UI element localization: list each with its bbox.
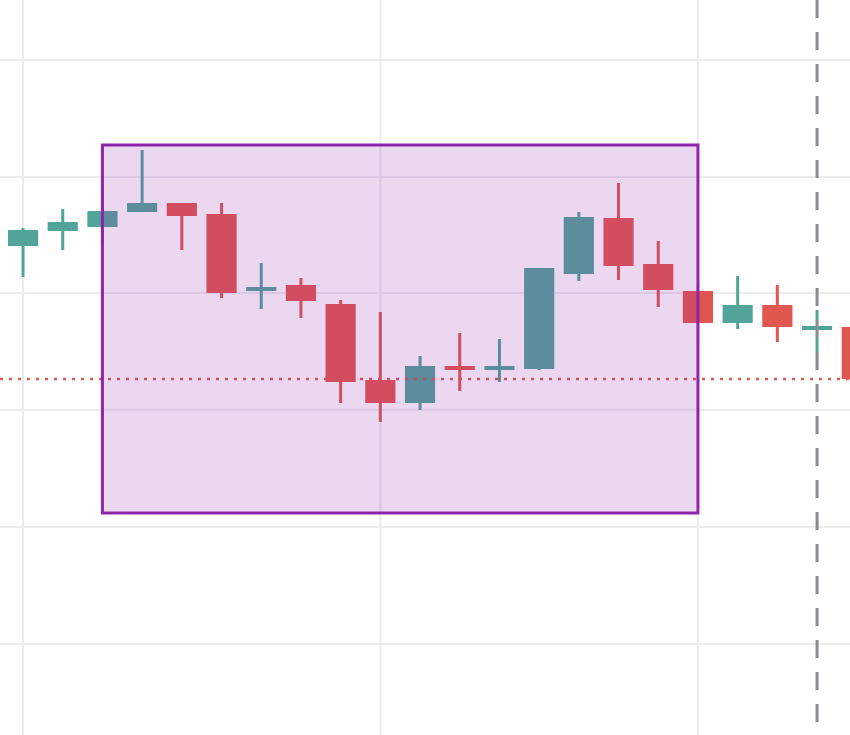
candle-body — [127, 203, 158, 212]
candle-body — [841, 327, 850, 379]
candle-body — [285, 285, 317, 301]
candle-body — [722, 305, 753, 323]
candle-body — [603, 218, 634, 266]
candle-body — [404, 366, 436, 403]
candle-body — [206, 214, 237, 293]
candle-body — [47, 222, 78, 231]
candle-body — [246, 287, 277, 291]
rectangle-drawing — [100, 143, 700, 515]
candle-body — [365, 380, 396, 403]
candle-body — [762, 305, 793, 327]
candle-body — [166, 203, 197, 216]
candle-body — [484, 366, 515, 370]
candle-body — [524, 268, 555, 369]
candle-body — [7, 230, 39, 246]
candle-body — [643, 264, 674, 290]
candle-body — [325, 304, 356, 382]
candle-body — [444, 366, 475, 370]
candle-body — [563, 217, 594, 274]
